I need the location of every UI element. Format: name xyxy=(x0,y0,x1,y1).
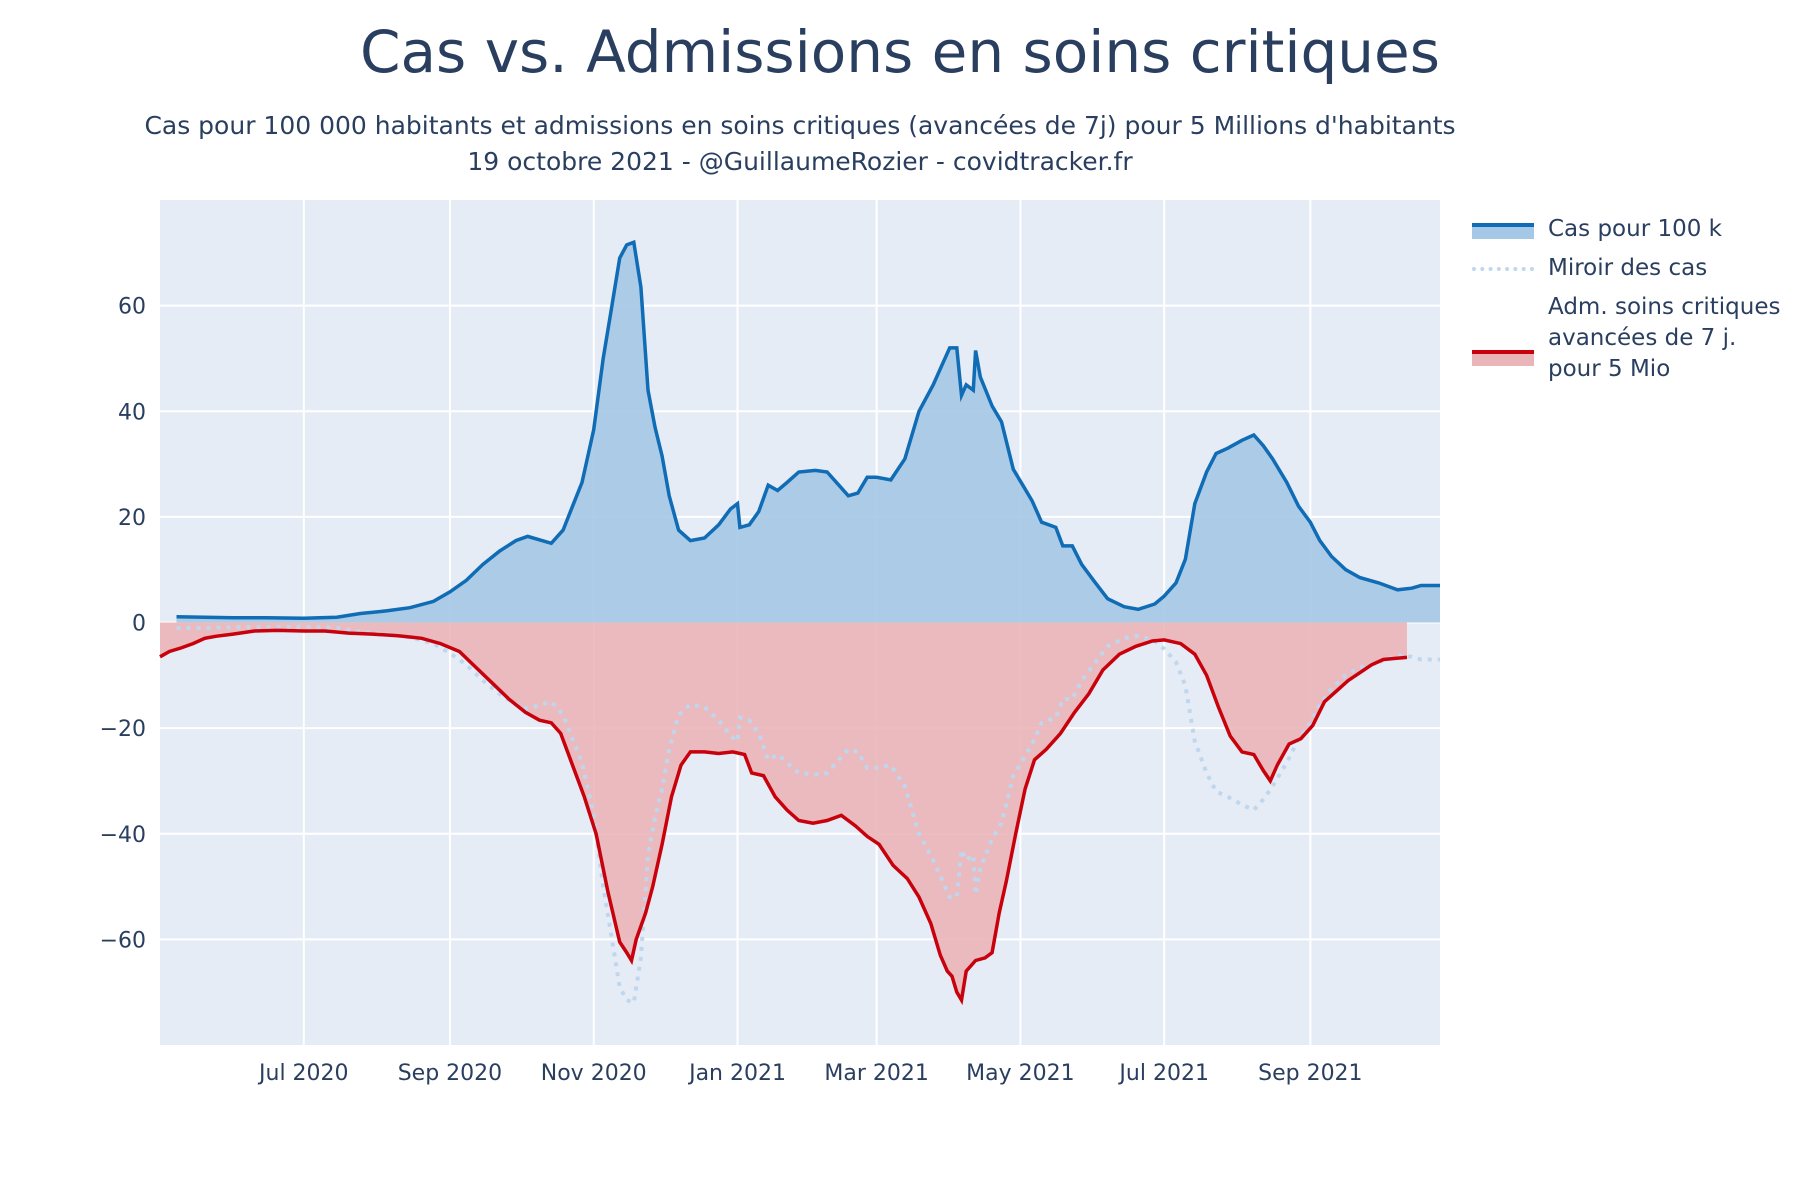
x-tick-label: Sep 2021 xyxy=(1258,1061,1362,1086)
y-tick-label: −20 xyxy=(100,717,146,742)
chart-title: Cas vs. Admissions en soins critiques xyxy=(360,18,1440,86)
series-line-cases xyxy=(176,239,1440,621)
series-area-cases xyxy=(176,242,1440,623)
legend-item-icu[interactable]: Adm. soins critiques avancées de 7 j. po… xyxy=(1472,292,1780,385)
legend-swatch-mirror xyxy=(1472,267,1534,271)
legend-label-icu-line-2: avancées de 7 j. xyxy=(1548,325,1737,351)
y-tick-label: −40 xyxy=(100,823,146,848)
series-line-mirror xyxy=(176,624,1440,1006)
series-line-icu xyxy=(159,628,1408,1006)
legend-swatch-cases xyxy=(1472,223,1534,239)
subtitle-line-2: 19 octobre 2021 - @GuillaumeRozier - cov… xyxy=(467,147,1133,176)
legend-label-icu-line-3: pour 5 Mio xyxy=(1548,356,1671,382)
y-tick-label: 40 xyxy=(118,400,146,425)
subtitle-line-1: Cas pour 100 000 habitants et admissions… xyxy=(144,111,1456,140)
legend-swatch-icu xyxy=(1472,350,1534,366)
legend-label-cases: Cas pour 100 k xyxy=(1548,216,1722,242)
series-area-icu xyxy=(160,622,1407,1001)
x-tick-label: Sep 2020 xyxy=(398,1061,502,1086)
y-tick-label: 60 xyxy=(118,295,146,320)
x-tick-label: Jul 2021 xyxy=(1117,1061,1209,1086)
legend-item-mirror[interactable]: Miroir des cas xyxy=(1472,253,1780,284)
y-tick-label: −60 xyxy=(100,928,146,953)
x-tick-label: Jul 2020 xyxy=(257,1061,349,1086)
x-tick-label: Jan 2021 xyxy=(687,1061,786,1086)
legend[interactable]: Cas pour 100 k Miroir des cas Adm. soins… xyxy=(1472,214,1780,393)
y-tick-label: 20 xyxy=(118,506,146,531)
legend-label-icu: Adm. soins critiques avancées de 7 j. po… xyxy=(1548,292,1780,385)
x-tick-label: May 2021 xyxy=(966,1061,1074,1086)
legend-label-icu-line-1: Adm. soins critiques xyxy=(1548,294,1781,320)
y-tick-label: 0 xyxy=(132,612,146,637)
chart-subtitle: Cas pour 100 000 habitants et admissions… xyxy=(0,108,1600,180)
x-tick-label: Mar 2021 xyxy=(824,1061,929,1086)
legend-label-mirror: Miroir des cas xyxy=(1548,255,1708,281)
x-tick-label: Nov 2020 xyxy=(541,1061,647,1086)
legend-item-cases[interactable]: Cas pour 100 k xyxy=(1472,214,1780,245)
